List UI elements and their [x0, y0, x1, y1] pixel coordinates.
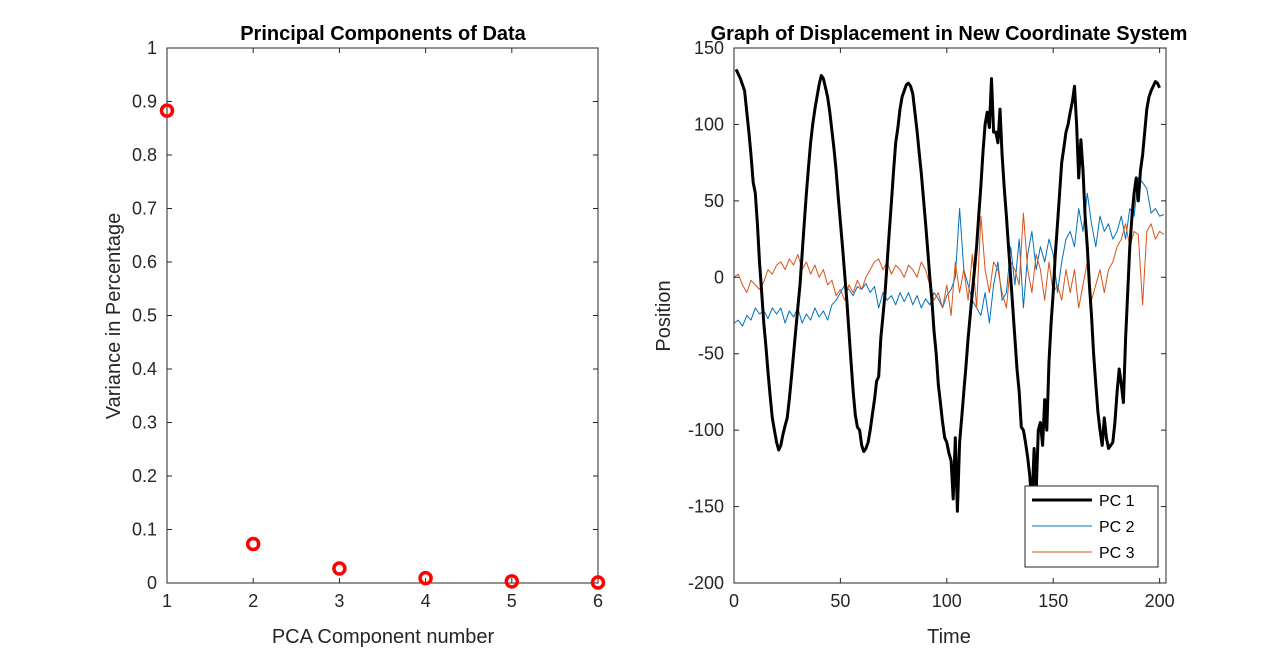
variance-point	[504, 574, 520, 589]
variance-chart: 1 2 3 4 5 6 0 0.1 0.2 0.3 0.4 0.5 0.6 0.7 0.8 0.9 1 Pri…	[103, 23, 606, 648]
variance-chart-title: Principal Components of Data	[240, 23, 526, 45]
variance-point	[245, 536, 261, 552]
y-tick-label: 0	[147, 573, 157, 593]
x-tick-label: 150	[1038, 591, 1068, 611]
displacement-y-axis-label: Position	[653, 280, 675, 351]
x-tick-label: 0	[729, 591, 739, 611]
y-tick-label: 1	[147, 38, 157, 58]
series-line-pc-2	[734, 177, 1165, 327]
variance-point	[418, 570, 433, 586]
x-tick-label: 6	[593, 591, 603, 611]
x-tick-label: 2	[248, 591, 258, 611]
x-tick-label: 1	[162, 591, 172, 611]
series-line-pc-1	[734, 68, 1161, 513]
y-tick-label: -50	[698, 344, 724, 364]
x-tick-label: 200	[1145, 591, 1175, 611]
variance-x-axis-label: PCA Component number	[272, 626, 495, 648]
y-tick-label: -150	[688, 497, 724, 517]
x-tick-label: 50	[830, 591, 850, 611]
variance-y-axis-label: Variance in Percentage	[103, 213, 125, 419]
displacement-x-axis-label: Time	[927, 626, 971, 648]
x-tick-label: 5	[507, 591, 517, 611]
y-tick-label: 150	[694, 38, 724, 58]
displacement-x-ticks: 0 50 100 150 200	[729, 48, 1175, 611]
y-tick-label: 0.2	[132, 466, 157, 486]
y-tick-label: 0	[714, 267, 724, 287]
displacement-plot-box	[733, 47, 1167, 584]
variance-point	[159, 103, 175, 118]
y-tick-label: 0.7	[132, 199, 157, 219]
y-tick-label: 0.3	[132, 413, 157, 433]
y-tick-label: 50	[704, 191, 724, 211]
y-tick-label: 100	[694, 114, 724, 134]
x-tick-label: 100	[932, 591, 962, 611]
variance-y-ticks: 0 0.1 0.2 0.3 0.4 0.5 0.6 0.7 0.8 0.9 1	[132, 38, 598, 593]
series-line-pc-3	[734, 212, 1165, 316]
legend-items: PC 1 PC 2 PC 3	[1032, 493, 1135, 562]
y-tick-label: 0.1	[132, 520, 157, 540]
y-tick-label: -100	[688, 420, 724, 440]
legend-label: PC 2	[1099, 519, 1135, 536]
y-tick-label: 0.6	[132, 252, 157, 272]
y-tick-label: 0.8	[132, 145, 157, 165]
x-tick-label: 4	[421, 591, 431, 611]
legend-label: PC 1	[1099, 493, 1135, 510]
displacement-chart-title: Graph of Displacement in New Coordinate …	[711, 23, 1188, 45]
legend-label: PC 3	[1099, 545, 1135, 562]
variance-point	[332, 561, 347, 576]
displacement-y-ticks: -200 -150 -100 -50 0 50 100 150	[688, 38, 1166, 593]
variance-point	[590, 575, 606, 590]
y-tick-label: -200	[688, 573, 724, 593]
x-tick-label: 3	[334, 591, 344, 611]
variance-points	[159, 103, 606, 590]
y-tick-label: 0.4	[132, 359, 157, 379]
variance-x-ticks: 1 2 3 4 5 6	[162, 48, 603, 611]
displacement-chart: 0 50 100 150 200 -200 -150 -100 -50 0 50 100 150 Gr…	[653, 23, 1187, 648]
y-tick-label: 0.9	[132, 92, 157, 112]
y-tick-label: 0.5	[132, 306, 157, 326]
legend: PC 1 PC 2 PC 3	[1024, 485, 1159, 568]
displacement-lines	[734, 68, 1165, 513]
